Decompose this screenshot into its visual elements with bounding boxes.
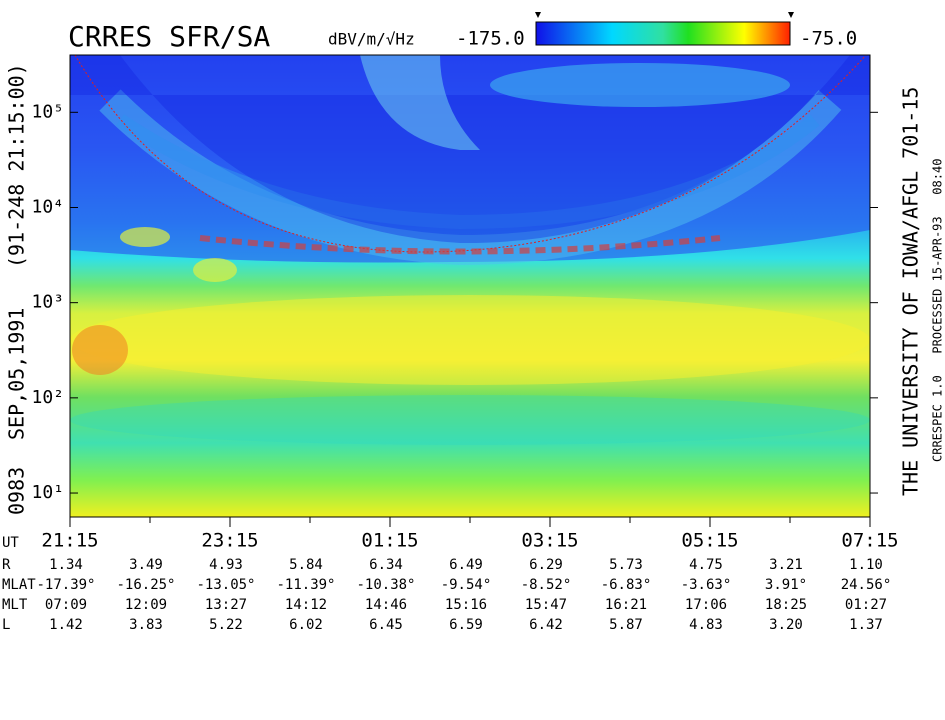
ephemeris-value: 6.02	[289, 617, 323, 633]
y-tick-label: 10⁴	[31, 196, 64, 217]
colorbar-min: -175.0	[456, 28, 525, 50]
processing-info: CRRESPEC 1.0 PROCESSED 15-APR-93 08:40	[931, 159, 945, 462]
ephemeris-value: 3.91°	[765, 577, 807, 593]
ephemeris-value: 4.93	[209, 557, 243, 573]
ephemeris-value: 14:46	[365, 597, 407, 613]
x-tick-label: 01:15	[361, 530, 418, 552]
ephemeris-value: 1.42	[49, 617, 83, 633]
ephemeris-value: 6.42	[529, 617, 563, 633]
ephemeris-value: 5.87	[609, 617, 643, 633]
ephemeris-label: R	[2, 557, 11, 573]
ephemeris-value: 3.20	[769, 617, 803, 633]
ephemeris-value: 24.56°	[841, 577, 892, 593]
ephemeris-value: 13:27	[205, 597, 247, 613]
colorbar-max: -75.0	[800, 28, 857, 50]
colorbar-markers	[535, 12, 794, 18]
date: SEP,05,1991	[5, 308, 29, 440]
x-tick-label: 05:15	[681, 530, 738, 552]
x-tick-label: 03:15	[521, 530, 578, 552]
ephemeris-value: 6.45	[369, 617, 403, 633]
ephemeris-value: 6.59	[449, 617, 483, 633]
day-time: (91-248 21:15:00)	[5, 63, 29, 268]
ephemeris-value: 6.34	[369, 557, 403, 573]
institution: THE UNIVERSITY OF IOWA/AFGL 701-15	[899, 87, 923, 496]
ephemeris-value: -17.39°	[36, 577, 95, 593]
ephemeris-value: 07:09	[45, 597, 87, 613]
colorbar-unit: dBV/m/√Hz	[328, 30, 415, 49]
ephemeris-value: 1.34	[49, 557, 83, 573]
colorbar	[535, 21, 791, 46]
ephemeris-value: 5.84	[289, 557, 323, 573]
ephemeris-value: -11.39°	[276, 577, 335, 593]
ephemeris-value: 15:47	[525, 597, 567, 613]
y-tick-label: 10³	[31, 292, 64, 313]
ephemeris-value: 14:12	[285, 597, 327, 613]
ephemeris-value: 01:27	[845, 597, 887, 613]
ephemeris-value: -10.38°	[356, 577, 415, 593]
spectrogram-image	[70, 55, 870, 517]
ephemeris-value: 4.75	[689, 557, 723, 573]
ephemeris-value: 6.49	[449, 557, 483, 573]
ephemeris-value: 1.10	[849, 557, 883, 573]
ephemeris-value: 1.37	[849, 617, 883, 633]
chart-title: CRRES SFR/SA	[68, 20, 270, 53]
ephemeris-value: 3.83	[129, 617, 163, 633]
ephemeris-label: L	[2, 617, 10, 633]
x-axis-label: UT	[2, 535, 19, 551]
ephemeris-value: 5.22	[209, 617, 243, 633]
x-tick-label: 23:15	[201, 530, 258, 552]
ephemeris-value: 3.49	[129, 557, 163, 573]
ephemeris-value: -8.52°	[521, 577, 572, 593]
orbit-number: 0983	[5, 467, 29, 515]
ephemeris-value: 16:21	[605, 597, 647, 613]
ephemeris-value: 18:25	[765, 597, 807, 613]
ephemeris-value: 3.21	[769, 557, 803, 573]
ephemeris-value: 4.83	[689, 617, 723, 633]
ephemeris-value: 17:06	[685, 597, 727, 613]
ephemeris-label: MLAT	[2, 577, 36, 593]
ephemeris-value: -9.54°	[441, 577, 492, 593]
ephemeris-value: 5.73	[609, 557, 643, 573]
y-tick-label: 10⁵	[31, 101, 64, 122]
ephemeris-value: -13.05°	[196, 577, 255, 593]
ephemeris-value: 12:09	[125, 597, 167, 613]
ephemeris-value: 6.29	[529, 557, 563, 573]
y-tick-label: 10²	[31, 387, 64, 408]
ephemeris-value: -3.63°	[681, 577, 732, 593]
x-tick-label: 07:15	[841, 530, 898, 552]
x-tick-label: 21:15	[41, 530, 98, 552]
ephemeris-label: MLT	[2, 597, 28, 613]
ephemeris-value: -16.25°	[116, 577, 175, 593]
ephemeris-value: 15:16	[445, 597, 487, 613]
y-tick-label: 10¹	[31, 482, 64, 503]
ephemeris-value: -6.83°	[601, 577, 652, 593]
